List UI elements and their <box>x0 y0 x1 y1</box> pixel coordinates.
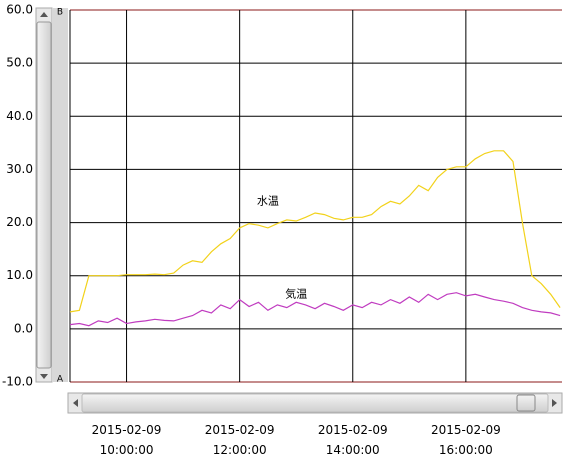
v-scroll-track <box>52 8 68 382</box>
y-tick-label: 60.0 <box>6 3 33 17</box>
y-tick-label: 40.0 <box>6 109 33 123</box>
annotation: 気温 <box>285 286 307 300</box>
x-tick-label: 2015-02-09 14:00:00 <box>317 423 388 457</box>
series-line <box>69 150 561 313</box>
annotation: 水温 <box>257 194 279 207</box>
scroll-marker: B <box>57 8 63 18</box>
y-tick-label: 10.0 <box>6 268 33 282</box>
x-tick-label: 2015-02-09 12:00:00 <box>204 423 275 457</box>
series-line <box>69 292 561 327</box>
y-tick-label: 0.0 <box>14 321 33 335</box>
x-tick-label: 2015-02-09 16:00:00 <box>430 423 501 457</box>
scroll-up[interactable] <box>40 12 48 17</box>
h-scroll-thumb[interactable] <box>516 394 536 412</box>
y-tick-label: -10.0 <box>2 375 33 389</box>
scroll-left[interactable] <box>73 399 78 407</box>
x-tick-label: 2015-02-09 10:00:00 <box>91 423 162 457</box>
plot-area <box>70 10 562 382</box>
y-tick-label: 30.0 <box>6 162 33 176</box>
scroll-down[interactable] <box>40 374 48 379</box>
h-scroll-track <box>81 393 549 413</box>
scroll-marker: A <box>57 375 64 385</box>
y-tick-label: 20.0 <box>6 215 33 229</box>
v-scroll-thumb[interactable] <box>36 21 52 369</box>
scroll-right[interactable] <box>552 399 557 407</box>
y-tick-label: 50.0 <box>6 56 33 70</box>
